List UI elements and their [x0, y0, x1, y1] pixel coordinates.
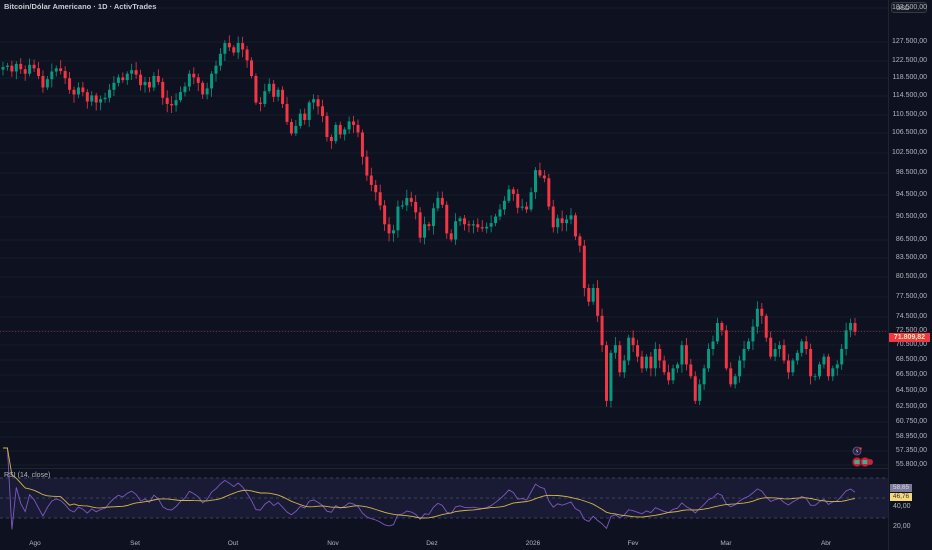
price-axis-tick: 64.500,00 — [895, 387, 927, 394]
price-axis-tick: 132.500,00 — [891, 4, 927, 11]
symbol-title[interactable]: Bitcoin/Dólar Americano · 1D · ActivTrad… — [4, 2, 157, 11]
price-axis-tick: 58.950,00 — [895, 433, 927, 440]
price-axis-tick: 98.500,00 — [895, 169, 927, 176]
price-axis-tick: 90.500,00 — [895, 213, 927, 220]
price-axis-tick: 60.750,00 — [895, 418, 927, 425]
price-axis-tick: 102.500,00 — [891, 149, 927, 156]
rsi-value-label: 58,65 — [890, 484, 912, 492]
rsi-ma-value-label: 46,76 — [890, 493, 912, 501]
price-axis-tick: 80.500,00 — [895, 273, 927, 280]
price-axis-tick: 83.500,00 — [895, 254, 927, 261]
time-axis-tick: Abr — [820, 540, 832, 547]
rsi-axis-20: 20,00 — [893, 523, 911, 530]
time-axis-tick: Set — [130, 540, 140, 547]
price-axis-tick: 114.500,00 — [892, 92, 927, 99]
time-axis-tick: 2026 — [525, 540, 541, 547]
rsi-indicator-title[interactable]: RSI (14, close) — [4, 472, 51, 479]
time-axis-tick: Fev — [627, 540, 639, 547]
price-axis-tick: 110.500,00 — [892, 111, 927, 118]
time-axis-tick: Mar — [720, 540, 732, 547]
rsi-axis-40: 40,00 — [893, 503, 911, 510]
last-price-label: 71.809,82 — [889, 333, 930, 342]
time-axis-tick: Out — [227, 540, 239, 547]
price-axis-tick: 72.500,00 — [895, 327, 927, 334]
price-axis-tick: 118.500,00 — [892, 74, 927, 81]
price-axis-tick: 74.500,00 — [895, 313, 927, 320]
price-axis-tick: 106.500,00 — [891, 129, 927, 136]
price-axis-tick: 70.500,00 — [895, 341, 927, 348]
time-axis-tick: Ago — [29, 540, 41, 547]
currency-button[interactable]: USD — [891, 2, 927, 13]
price-axis-tick: 122.500,00 — [891, 57, 927, 64]
price-axis-tick: 94.500,00 — [895, 191, 927, 198]
event-badges[interactable] — [850, 446, 880, 473]
price-axis-tick: 57.350,00 — [895, 447, 927, 454]
price-axis-tick: 86.500,00 — [895, 236, 927, 243]
price-axis-tick: 55.800,00 — [895, 461, 927, 468]
time-axis-tick: Nov — [327, 540, 339, 547]
price-axis-tick: 68.500,00 — [895, 356, 927, 363]
price-axis-tick: 62.500,00 — [895, 403, 927, 410]
price-axis-tick: 77.500,00 — [895, 293, 927, 300]
time-axis-tick: Dez — [426, 540, 438, 547]
price-axis-tick: 66.500,00 — [895, 371, 927, 378]
price-axis-tick: 127.500,00 — [891, 38, 927, 45]
